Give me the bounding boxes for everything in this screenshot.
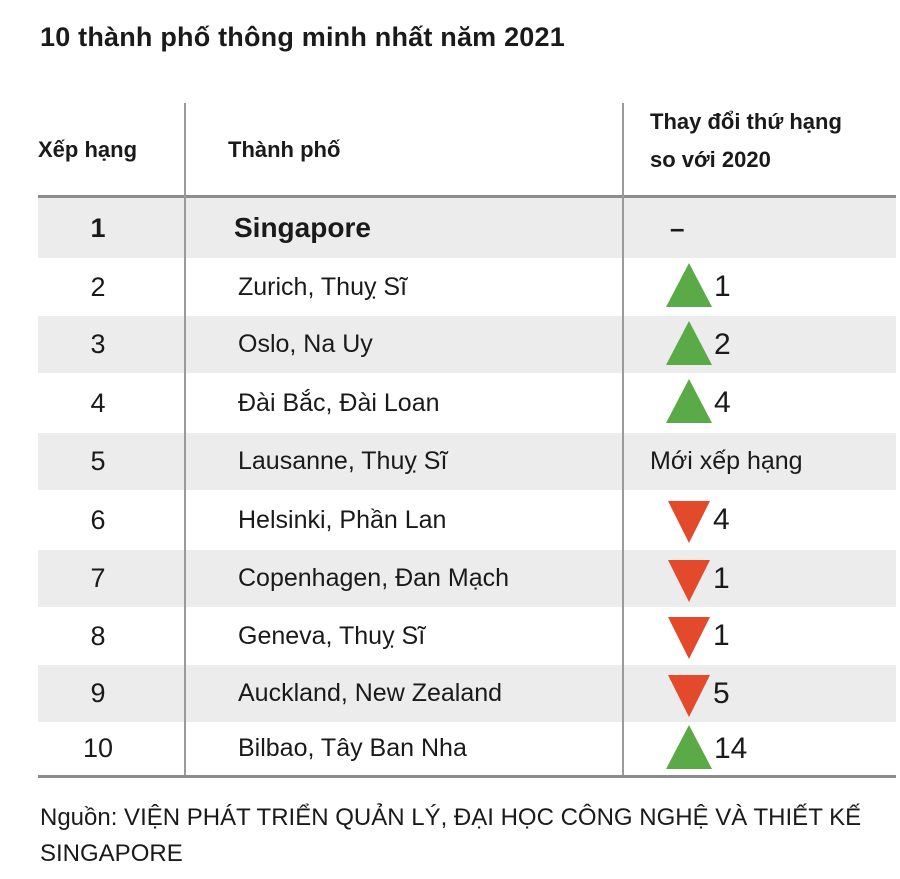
page-title: 10 thành phố thông minh nhất năm 2021 [40,22,565,52]
table-row: 5 Lausanne, Thuỵ Sĩ Mới xếp hạng [38,433,896,490]
change-value: 14 [714,731,748,765]
change-cell: 1 [650,550,730,607]
source-note: Nguồn: VIỆN PHÁT TRIỂN QUẢN LÝ, ĐẠI HỌC … [40,804,862,867]
change-cell: 5 [650,665,730,722]
no-change-mark: – [670,212,685,243]
city-cell: Đài Bắc, Đài Loan [238,388,440,417]
change-cell: Mới xếp hạng [650,433,803,490]
city-cell: Helsinki, Phần Lan [238,505,447,534]
rank-cell: 4 [90,387,106,418]
change-cell: 4 [650,490,730,550]
triangle-down-icon [668,617,710,659]
header-change-line1: Thay đổi thứ hạng [650,109,842,134]
column-divider [622,103,624,778]
city-cell: Singapore [234,212,371,243]
rank-cell: 6 [90,504,106,535]
city-cell: Oslo, Na Uy [238,330,373,358]
triangle-up-icon [666,724,712,769]
table-row: 7 Copenhagen, Đan Mạch 1 [38,550,896,607]
city-cell: Lausanne, Thuỵ Sĩ [238,447,448,475]
change-cell: 14 [650,722,747,775]
rank-cell: 2 [90,271,106,302]
change-cell: 2 [650,316,731,373]
table-row: 9 Auckland, New Zealand 5 [38,665,896,722]
change-value: 1 [714,270,731,303]
change-cell: 4 [650,373,731,433]
header-change-line2: so với 2020 [650,147,771,172]
city-cell: Auckland, New Zealand [238,679,503,707]
change-value: 2 [714,327,731,361]
bottom-divider [38,775,896,778]
header-city: Thành phố [228,137,341,162]
header-rank: Xếp hạng [38,137,138,162]
table-row: 6 Helsinki, Phần Lan 4 [38,490,896,550]
rank-cell: 9 [90,678,106,708]
city-cell: Bilbao, Tây Ban Nha [238,734,467,762]
change-value: 5 [713,676,730,710]
header-divider [38,195,896,198]
city-cell: Zurich, Thuỵ Sĩ [238,272,408,301]
rank-cell: 8 [90,620,106,651]
rank-cell: 3 [90,329,106,359]
table-row: 1 Singapore – [38,198,896,258]
table-row: 8 Geneva, Thuỵ Sĩ 1 [38,607,896,665]
rank-cell: 10 [82,733,114,763]
triangle-up-icon [666,320,712,365]
column-divider [184,103,186,778]
change-cell: – [670,198,684,258]
change-value: 1 [713,561,730,595]
triangle-up-icon [666,379,712,423]
table-row: 10 Bilbao, Tây Ban Nha 14 [38,722,896,775]
rank-cell: 1 [90,212,106,243]
change-value: 4 [714,386,731,419]
triangle-down-icon [668,674,710,717]
table-row: 4 Đài Bắc, Đài Loan 4 [38,373,896,433]
rank-cell: 7 [90,563,106,593]
new-entry-label: Mới xếp hạng [650,447,803,475]
ranking-table: Xếp hạng Thành phố Thay đổi thứ hạng so … [38,103,896,778]
city-cell: Copenhagen, Đan Mạch [238,564,510,592]
table-row: 3 Oslo, Na Uy 2 [38,316,896,373]
change-value: 4 [713,503,730,536]
city-cell: Geneva, Thuỵ Sĩ [238,621,426,650]
triangle-up-icon [666,263,712,307]
change-cell: 1 [650,258,731,316]
triangle-down-icon [668,501,710,543]
change-value: 1 [713,619,730,652]
change-cell: 1 [650,607,730,665]
table-row: 2 Zurich, Thuỵ Sĩ 1 [38,258,896,316]
rank-cell: 5 [90,446,106,476]
triangle-down-icon [668,559,710,602]
header-change: Thay đổi thứ hạng so với 2020 [650,103,900,179]
